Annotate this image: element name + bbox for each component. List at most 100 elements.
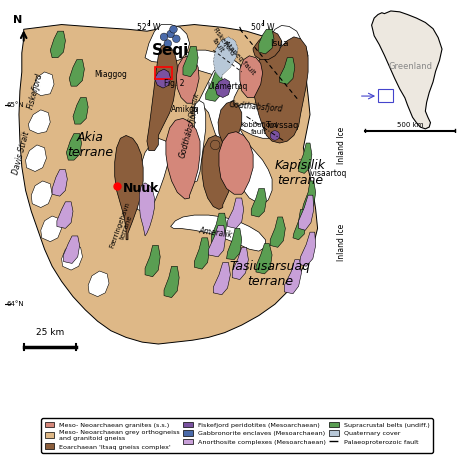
- Text: 50° W: 50° W: [251, 23, 274, 31]
- Polygon shape: [299, 195, 314, 230]
- Text: Ataneq fault: Ataneq fault: [223, 40, 256, 76]
- Text: Ivisaartoq: Ivisaartoq: [308, 169, 346, 178]
- Polygon shape: [209, 226, 226, 257]
- Text: Godthábsfjord: Godthábsfjord: [228, 100, 283, 114]
- Polygon shape: [213, 262, 230, 295]
- Polygon shape: [88, 271, 109, 297]
- Text: Isua: Isua: [270, 39, 289, 48]
- Polygon shape: [251, 188, 266, 217]
- Text: Seqi: Seqi: [152, 43, 189, 58]
- Polygon shape: [26, 145, 46, 171]
- Polygon shape: [227, 228, 242, 259]
- Polygon shape: [206, 72, 223, 101]
- Polygon shape: [176, 56, 199, 103]
- Text: Tasiusarsuaq
terrane: Tasiusarsuaq terrane: [230, 260, 310, 288]
- Text: 500 km: 500 km: [397, 122, 423, 128]
- Polygon shape: [218, 101, 242, 148]
- Text: Tuvssaq: Tuvssaq: [265, 121, 298, 130]
- Polygon shape: [253, 31, 282, 60]
- Polygon shape: [139, 183, 155, 236]
- Polygon shape: [228, 198, 244, 228]
- Polygon shape: [185, 50, 244, 81]
- Circle shape: [210, 140, 220, 149]
- Polygon shape: [33, 72, 54, 96]
- Text: 25 km: 25 km: [36, 328, 64, 337]
- Polygon shape: [19, 25, 318, 344]
- Polygon shape: [52, 169, 67, 196]
- Polygon shape: [28, 110, 50, 134]
- Polygon shape: [259, 30, 274, 54]
- Polygon shape: [69, 60, 84, 86]
- Text: 64°N: 64°N: [7, 301, 24, 307]
- Polygon shape: [62, 245, 82, 270]
- Polygon shape: [147, 43, 177, 150]
- Text: Ameralik: Ameralik: [198, 226, 233, 240]
- Text: 65°N: 65°N: [7, 102, 24, 108]
- Polygon shape: [73, 98, 88, 124]
- Polygon shape: [232, 103, 284, 139]
- Polygon shape: [164, 266, 179, 298]
- Polygon shape: [232, 248, 248, 279]
- Polygon shape: [300, 232, 316, 266]
- Text: Fiskefjord: Fiskefjord: [26, 72, 44, 110]
- Bar: [155, 67, 172, 79]
- Polygon shape: [372, 11, 442, 129]
- Text: Amikoq: Amikoq: [171, 105, 199, 114]
- Polygon shape: [194, 238, 210, 269]
- Polygon shape: [194, 58, 272, 205]
- Polygon shape: [145, 246, 160, 277]
- Circle shape: [164, 40, 172, 47]
- Circle shape: [173, 35, 180, 42]
- Polygon shape: [284, 259, 301, 294]
- Polygon shape: [41, 216, 62, 242]
- Polygon shape: [299, 143, 312, 173]
- Text: Godthábsfjord: Godthábsfjord: [178, 104, 201, 159]
- Polygon shape: [291, 45, 308, 67]
- Polygon shape: [293, 209, 306, 240]
- Polygon shape: [31, 181, 52, 208]
- Text: Inland Ice: Inland Ice: [337, 224, 346, 261]
- Text: Davis Strait: Davis Strait: [12, 130, 32, 175]
- Text: Nuuk: Nuuk: [123, 182, 160, 195]
- Polygon shape: [136, 139, 170, 211]
- Polygon shape: [202, 136, 234, 209]
- Circle shape: [170, 26, 177, 33]
- Polygon shape: [190, 100, 206, 183]
- Polygon shape: [183, 46, 198, 77]
- Circle shape: [167, 30, 174, 38]
- Polygon shape: [145, 25, 190, 62]
- Circle shape: [160, 33, 168, 40]
- Polygon shape: [166, 119, 200, 199]
- Text: Kobbefjord
fault: Kobbefjord fault: [240, 122, 277, 135]
- Polygon shape: [211, 213, 227, 245]
- Text: Akia
terrane: Akia terrane: [67, 131, 113, 159]
- Polygon shape: [253, 37, 308, 143]
- Polygon shape: [280, 58, 295, 84]
- Text: Fig. 2: Fig. 2: [164, 79, 184, 88]
- Bar: [378, 89, 393, 102]
- Polygon shape: [302, 181, 316, 211]
- Text: N: N: [13, 16, 23, 26]
- Polygon shape: [213, 37, 238, 79]
- Polygon shape: [171, 215, 265, 251]
- Polygon shape: [50, 31, 65, 58]
- Polygon shape: [155, 69, 171, 88]
- Polygon shape: [270, 26, 301, 50]
- Legend: Meso- Neoarchaean granites (s.s.), Meso- Neoarchaean grey orthogneiss
and granit: Meso- Neoarchaean granites (s.s.), Meso-…: [41, 418, 433, 453]
- Text: Kapisilik
terrane: Kapisilik terrane: [275, 159, 326, 188]
- Text: Miaggog: Miaggog: [94, 70, 128, 79]
- Text: Fiskefjord
fault: Fiskefjord fault: [206, 26, 236, 61]
- Text: Ulamertoq: Ulamertoq: [207, 82, 248, 90]
- Polygon shape: [219, 132, 253, 194]
- Polygon shape: [240, 56, 263, 98]
- Polygon shape: [64, 236, 80, 263]
- Polygon shape: [115, 136, 143, 240]
- Text: 52° W: 52° W: [137, 23, 161, 31]
- Polygon shape: [57, 202, 73, 228]
- Text: Greenland: Greenland: [388, 62, 432, 71]
- Polygon shape: [256, 244, 272, 274]
- Text: Qussuk: Qussuk: [188, 92, 201, 119]
- Polygon shape: [270, 217, 285, 248]
- Text: Færringehavn
terrane: Færringehavn terrane: [109, 201, 138, 252]
- Text: Inland Ice: Inland Ice: [337, 126, 346, 164]
